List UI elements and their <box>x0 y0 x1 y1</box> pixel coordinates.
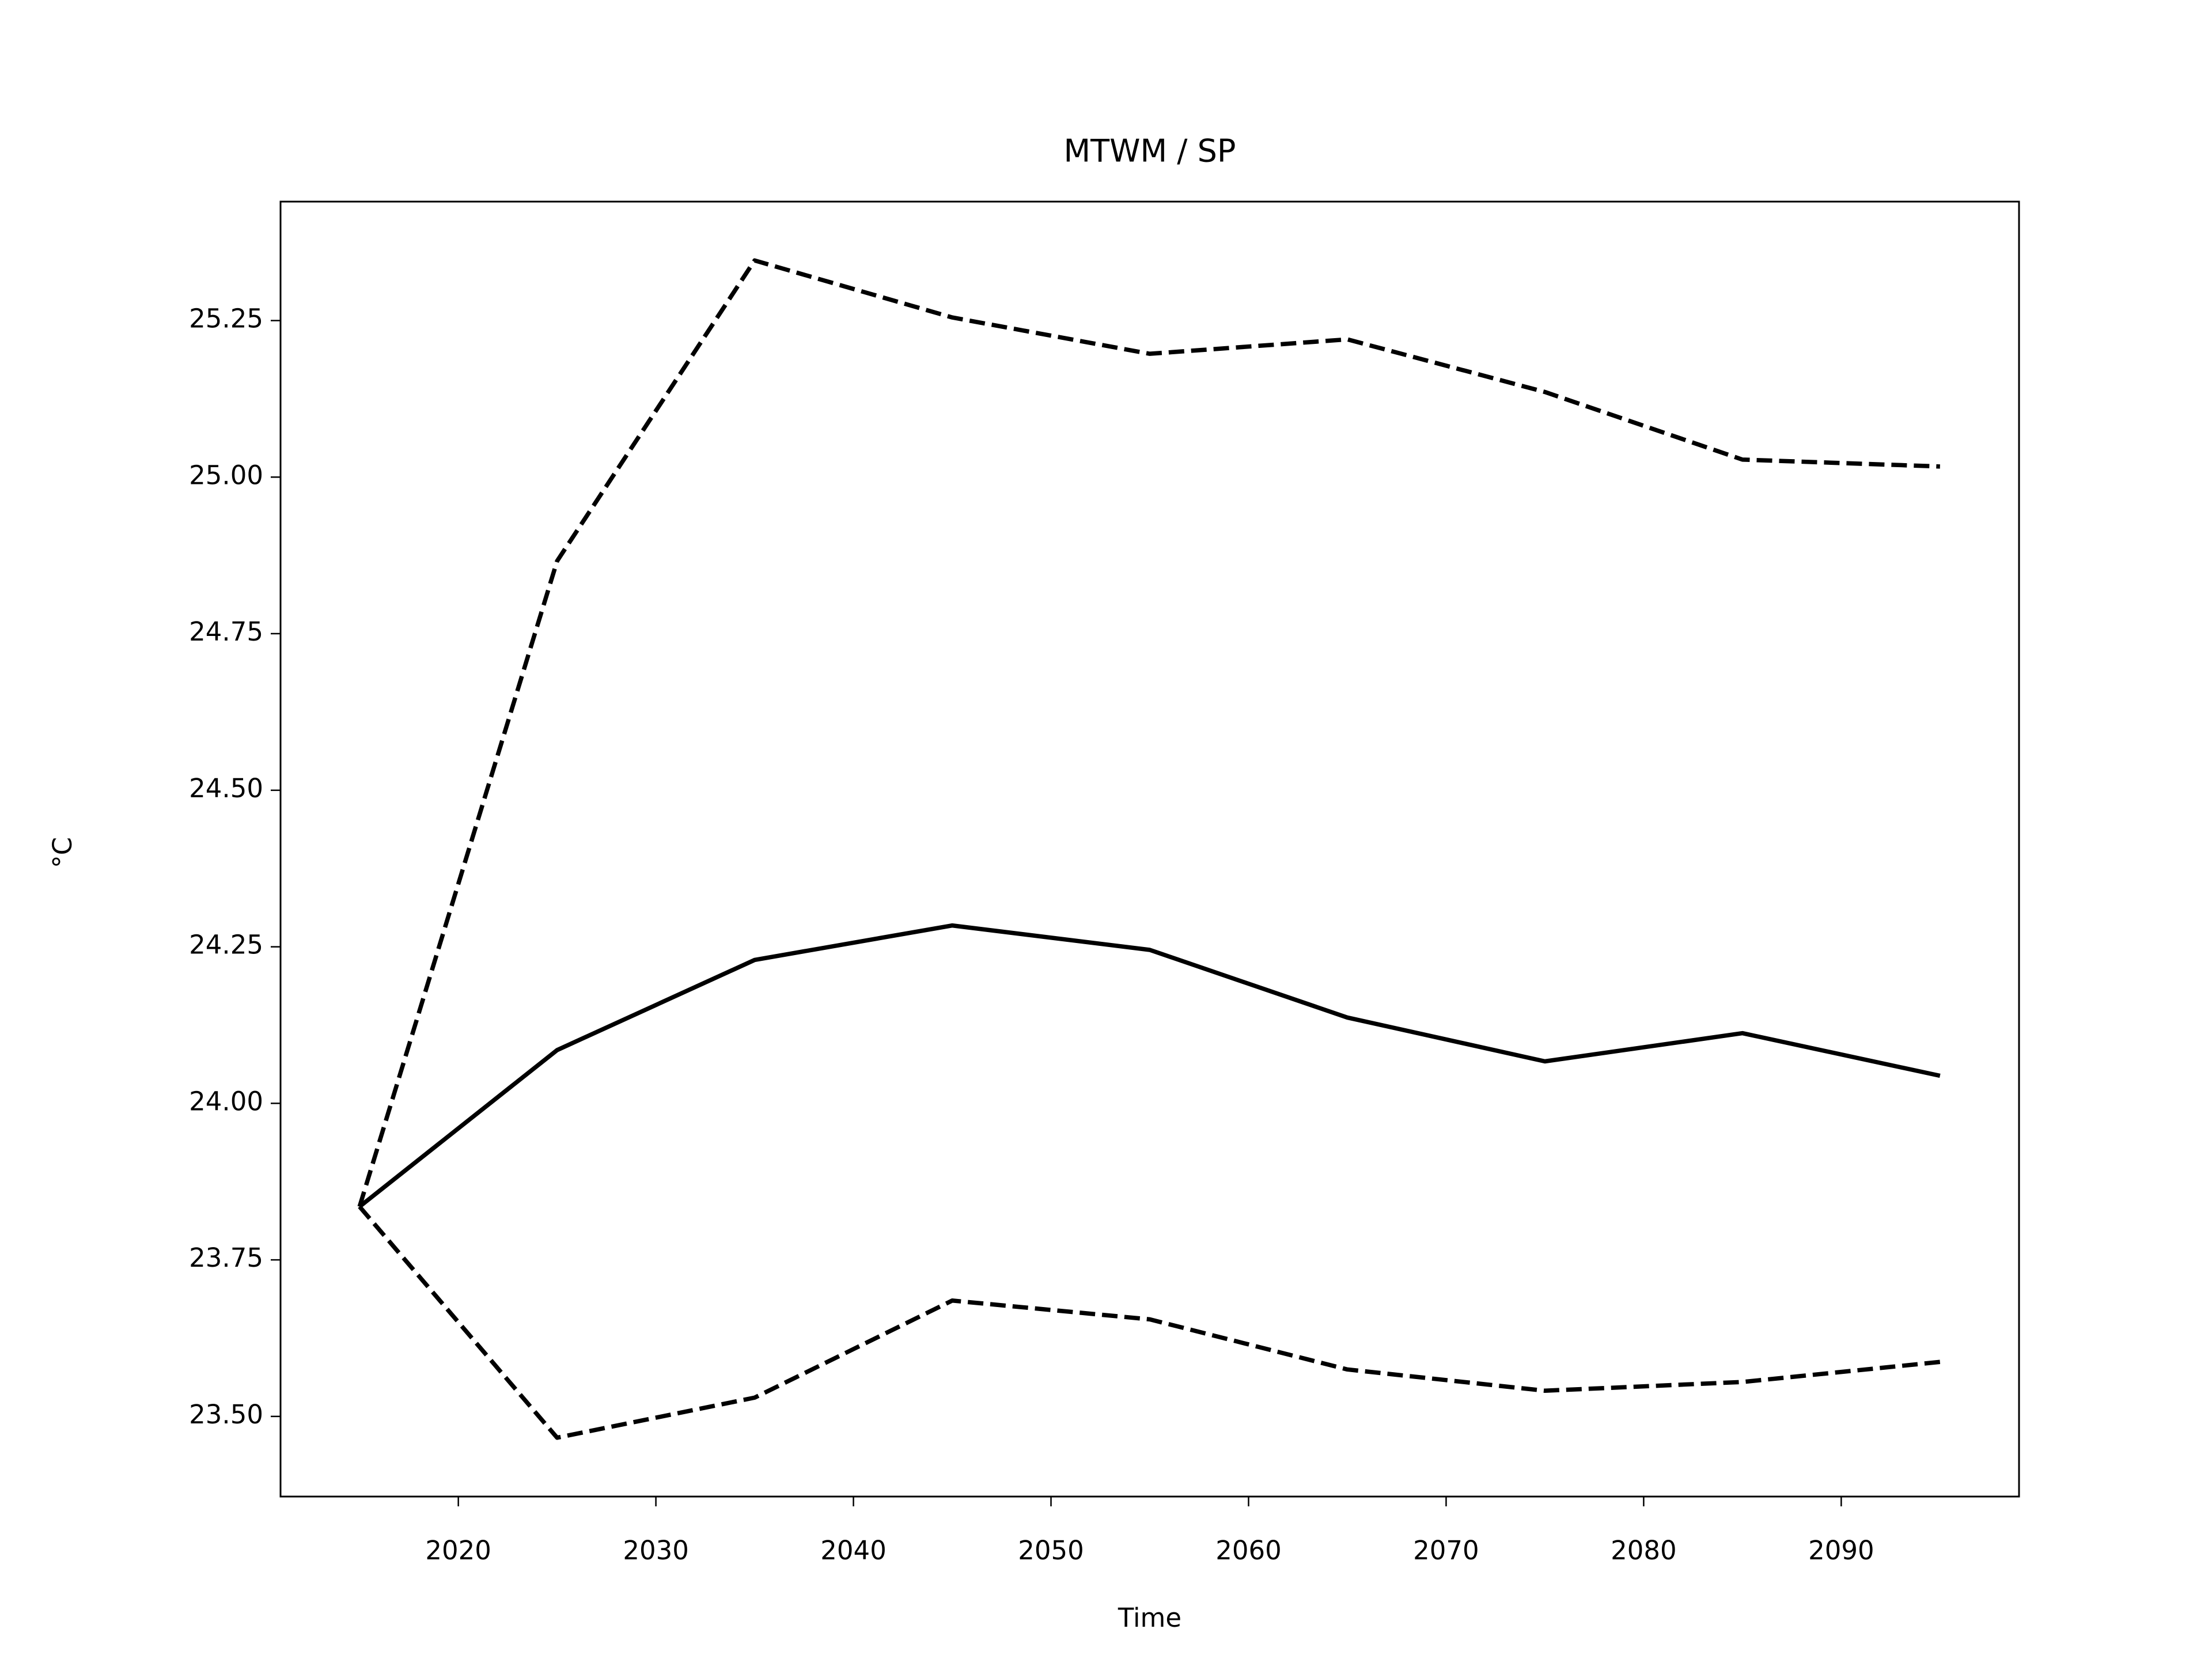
x-tick-label: 2050 <box>1018 1535 1084 1566</box>
x-tick-label: 2090 <box>1808 1535 1874 1566</box>
data-line <box>358 923 1941 1209</box>
x-tick-label: 2020 <box>425 1535 491 1566</box>
y-tick-label: 23.50 <box>189 1399 263 1430</box>
x-axis-label: Time <box>1118 1603 1181 1633</box>
y-tick-label: 24.50 <box>189 773 263 804</box>
chart-title: MTWM / SP <box>1064 133 1236 169</box>
y-tick-label: 24.00 <box>189 1086 263 1116</box>
x-tick-label: 2040 <box>820 1535 887 1566</box>
y-axis-label: °C <box>47 837 78 868</box>
x-tick-label: 2080 <box>1611 1535 1677 1566</box>
data-line <box>358 1205 1941 1440</box>
y-tick-label: 25.25 <box>189 304 263 334</box>
y-tick-label: 24.75 <box>189 616 263 647</box>
y-tick-label: 24.25 <box>189 930 263 960</box>
x-tick-label: 2030 <box>623 1535 689 1566</box>
plot-frame <box>279 200 2020 1498</box>
x-tick-label: 2060 <box>1215 1535 1282 1566</box>
data-line <box>357 258 1940 1207</box>
y-tick-label: 23.75 <box>189 1243 263 1273</box>
y-tick-label: 25.00 <box>189 460 263 490</box>
x-tick-label: 2070 <box>1413 1535 1479 1566</box>
